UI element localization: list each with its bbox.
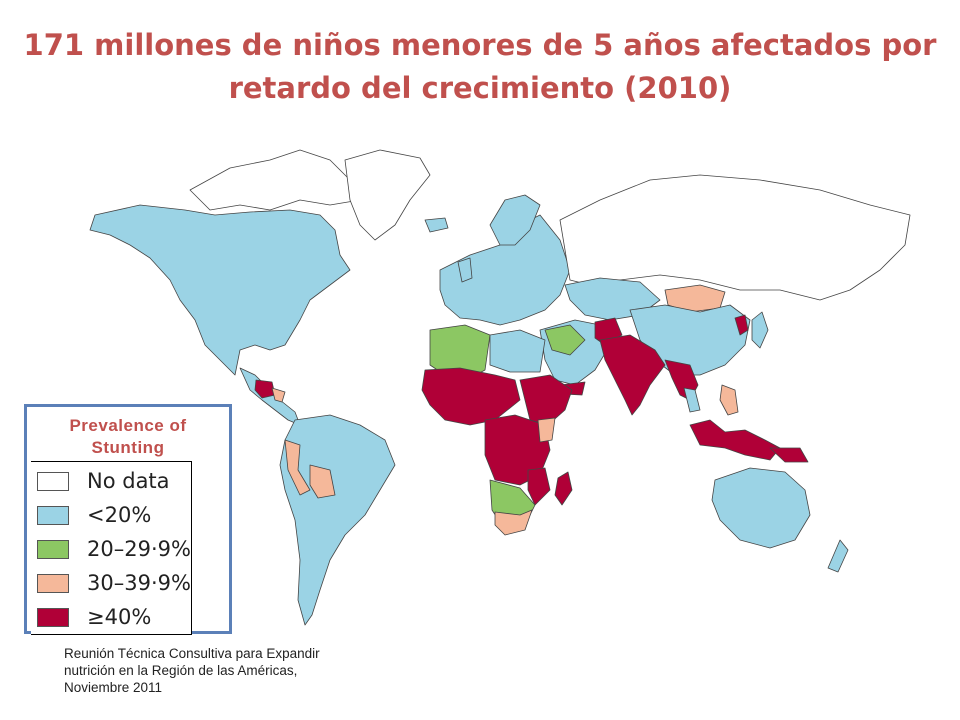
region-north-america bbox=[89, 204, 351, 376]
region-guatemala bbox=[254, 379, 276, 399]
region-australia bbox=[711, 467, 811, 549]
legend-swatch bbox=[37, 472, 69, 491]
region-north-korea bbox=[734, 314, 749, 336]
legend-title-line-1: Prevalence of bbox=[69, 416, 187, 435]
legend-label: No data bbox=[87, 469, 170, 493]
legend-swatch bbox=[37, 574, 69, 593]
legend-box: No data <20% 20–29·9% 30–39·9% ≥40% bbox=[31, 461, 192, 635]
region-iceland bbox=[424, 217, 449, 233]
title-line-2: retardo del crecimiento (2010) bbox=[228, 71, 732, 105]
region-ecuador-peru bbox=[284, 439, 311, 496]
source-line-2: nutrición en la Región de las Américas, bbox=[64, 663, 298, 678]
region-arctic-islands bbox=[189, 149, 361, 211]
legend-label: <20% bbox=[87, 503, 152, 527]
region-south-africa bbox=[494, 509, 533, 536]
region-madagascar bbox=[554, 471, 573, 506]
region-honduras bbox=[271, 387, 286, 403]
region-papua bbox=[769, 447, 809, 463]
page-title: 171 millones de niños menores de 5 años … bbox=[20, 24, 940, 110]
region-new-zealand bbox=[827, 539, 849, 573]
region-greenland bbox=[344, 149, 431, 241]
region-indonesia bbox=[689, 419, 781, 461]
source-line-3: Noviembre 2011 bbox=[64, 680, 163, 695]
region-south-america bbox=[279, 414, 396, 626]
title-line-1: 171 millones de niños menores de 5 años … bbox=[23, 28, 937, 62]
region-vietnam bbox=[683, 387, 701, 413]
region-scandinavia bbox=[489, 194, 541, 246]
legend-swatch bbox=[37, 608, 69, 627]
region-japan bbox=[751, 311, 769, 349]
source-note: Reunión Técnica Consultiva para Expandir… bbox=[64, 645, 384, 696]
legend-panel: Prevalence of Stunting No data <20% 20–2… bbox=[24, 404, 232, 635]
legend-label: ≥40% bbox=[87, 605, 152, 629]
legend-title-line-2: Stunting bbox=[91, 438, 165, 457]
legend-title: Prevalence of Stunting bbox=[27, 415, 229, 459]
legend-label: 20–29·9% bbox=[87, 537, 191, 561]
region-mozambique bbox=[527, 467, 551, 506]
region-philippines bbox=[719, 384, 739, 416]
region-uk bbox=[457, 257, 473, 283]
legend-swatch bbox=[37, 540, 69, 559]
legend-swatch bbox=[37, 506, 69, 525]
region-bolivia bbox=[309, 464, 336, 499]
region-iran-iraq bbox=[544, 324, 586, 356]
region-east-africa-peach bbox=[537, 417, 556, 443]
region-egypt-libya bbox=[489, 329, 546, 373]
source-line-1: Reunión Técnica Consultiva para Expandir bbox=[64, 646, 320, 661]
legend-label: 30–39·9% bbox=[87, 571, 191, 595]
region-south-asia bbox=[599, 334, 666, 416]
